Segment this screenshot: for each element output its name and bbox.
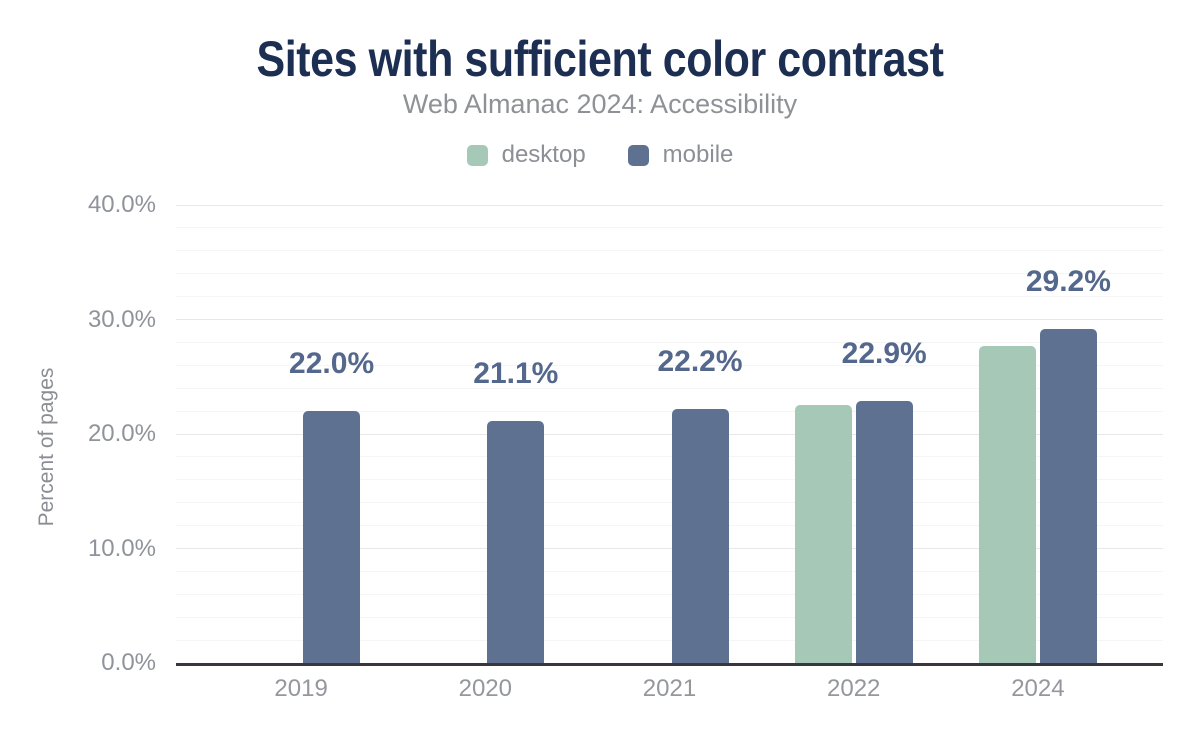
bar-mobile-2020	[487, 421, 545, 663]
gridline-minor	[176, 502, 1163, 504]
gridline-major	[176, 433, 1163, 435]
gridline-minor	[176, 250, 1163, 252]
x-axis-ticks: 2019 2020 2021 2022 2024	[176, 677, 1163, 707]
legend-item-mobile: mobile	[627, 141, 734, 168]
chart-subtitle: Web Almanac 2024: Accessibility	[402, 89, 798, 119]
x-tick-label: 2020	[458, 675, 512, 702]
bar-value-label-2021: 22.2%	[657, 344, 743, 378]
chart-title: Sites with sufficient color contrast	[256, 31, 944, 87]
legend: desktop mobile	[0, 143, 1200, 167]
bar-desktop-2024	[978, 345, 1036, 663]
legend-swatch-mobile-icon	[627, 144, 649, 166]
gridline-minor	[176, 616, 1163, 618]
y-tick-label: 40.0%	[87, 191, 156, 218]
x-tick-label: 2022	[826, 675, 881, 702]
bar-desktop-2022	[794, 405, 852, 663]
gridline-minor	[176, 273, 1163, 275]
gridline-minor	[176, 410, 1163, 412]
gridline-minor	[176, 570, 1163, 572]
y-tick-label: 10.0%	[87, 534, 156, 562]
gridline-minor	[176, 525, 1163, 527]
bar-mobile-2022	[855, 400, 913, 663]
legend-swatch-desktop-icon	[466, 144, 488, 166]
gridline-minor	[176, 341, 1163, 343]
y-axis-ticks: 0.0% 10.0% 20.0% 30.0% 40.0%	[0, 193, 166, 675]
bar-mobile-2024	[1039, 328, 1097, 663]
gridline-minor	[176, 593, 1163, 595]
gridline-minor	[176, 639, 1163, 641]
gridline-minor	[176, 456, 1163, 458]
legend-label-mobile: mobile	[662, 141, 734, 168]
y-tick-label: 20.0%	[87, 420, 156, 447]
x-axis-line	[176, 663, 1163, 666]
bar-mobile-2021	[671, 408, 729, 663]
x-tick-label: 2019	[274, 675, 328, 702]
gridline-minor	[176, 479, 1163, 481]
gridline-minor	[176, 387, 1163, 389]
bar-mobile-2019	[303, 411, 361, 663]
bar-value-label-2019: 22.0%	[289, 347, 375, 381]
gridline-major	[176, 548, 1163, 549]
bar-value-label-2020: 21.1%	[473, 357, 559, 391]
gridline-minor	[176, 227, 1163, 229]
x-tick-label: 2024	[1011, 675, 1065, 702]
gridline-minor	[176, 364, 1163, 366]
legend-item-desktop: desktop	[466, 141, 586, 168]
bar-value-label-2024: 29.2%	[1025, 264, 1111, 298]
y-tick-label: 30.0%	[87, 305, 156, 333]
gridline-major	[176, 204, 1163, 206]
x-tick-label: 2021	[642, 675, 697, 702]
bar-value-label-2022: 22.9%	[841, 336, 927, 370]
legend-label-desktop: desktop	[501, 141, 586, 168]
gridline-major	[176, 319, 1163, 320]
plot-area: 22.0% 21.1% 22.2% 22.9% 29.2%	[176, 204, 1163, 666]
y-tick-label: 0.0%	[101, 649, 156, 676]
gridline-minor	[176, 296, 1163, 298]
